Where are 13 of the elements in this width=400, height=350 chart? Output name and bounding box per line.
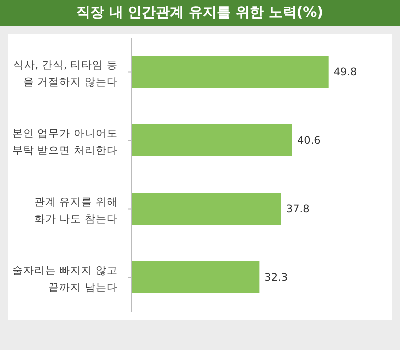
data-label: 32.3 bbox=[264, 272, 288, 284]
y-tick-label: 본인 업무가 아니어도 부탁 받으면 처리한다 bbox=[12, 128, 118, 157]
bar bbox=[132, 124, 292, 156]
data-label: 37.8 bbox=[286, 204, 310, 216]
data-label: 49.8 bbox=[334, 66, 358, 79]
data-label: 40.6 bbox=[297, 135, 322, 148]
bar bbox=[132, 262, 260, 294]
bar bbox=[132, 56, 329, 88]
y-tick-label: 술자리는 빠지지 않고 끝까지 남는다 bbox=[12, 264, 118, 294]
y-tick-label: 식사, 간식, 티타임 등 을 거절하지 않는다 bbox=[13, 59, 118, 88]
y-tick-label: 관계 유지를 위해 화가 나도 참는다 bbox=[34, 196, 118, 226]
bar bbox=[132, 193, 282, 225]
chart-title: 직장 내 인간관계 유지를 위한 노력(%) bbox=[0, 0, 400, 26]
